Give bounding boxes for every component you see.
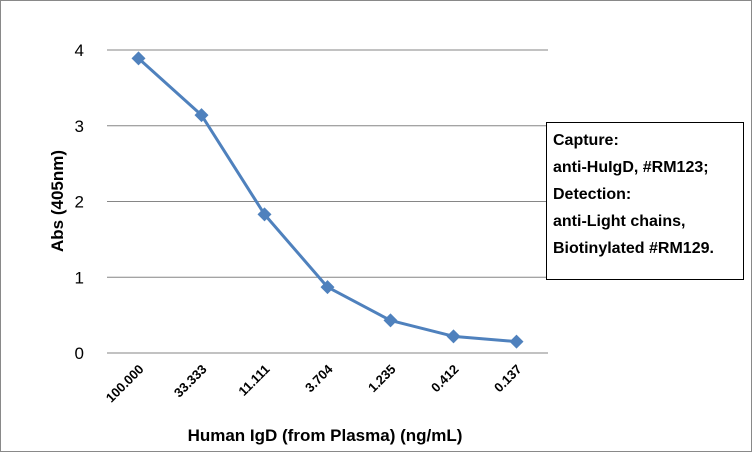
x-tick-label: 11.111 — [235, 362, 272, 399]
y-tick-label: 1 — [75, 268, 84, 287]
y-tick-label: 3 — [75, 117, 84, 136]
x-tick-label: 0.137 — [491, 362, 525, 396]
y-tick-label: 4 — [75, 41, 84, 60]
data-point-marker — [446, 329, 461, 344]
data-point-marker — [509, 334, 524, 349]
y-tick-labels: 0 1 2 3 4 — [75, 41, 84, 363]
y-tick-label: 2 — [75, 193, 84, 212]
x-tick-label: 3.704 — [302, 361, 336, 395]
x-axis-title: Human IgD (from Plasma) (ng/mL) — [188, 426, 463, 445]
data-point-marker — [257, 207, 272, 222]
annotation-line: Capture: — [553, 132, 619, 149]
annotation-box: Capture: anti-HuIgD, #RM123; Detection: … — [546, 122, 744, 280]
gridlines — [107, 49, 548, 278]
annotation-line: Biotinylated #RM129. — [553, 240, 714, 257]
series-line — [137, 57, 517, 344]
x-tick-label: 0.412 — [428, 362, 462, 396]
x-tick-label: 100.000 — [103, 362, 147, 406]
annotation-line: Detection: — [553, 186, 632, 203]
data-point-marker — [383, 313, 398, 328]
x-tick-label: 33.333 — [171, 362, 210, 401]
y-axis-title: Abs (405nm) — [48, 150, 67, 252]
data-point-marker — [131, 51, 146, 66]
data-point-marker — [320, 280, 335, 295]
annotation-line: anti-Light chains, — [553, 213, 686, 230]
y-tick-label: 0 — [75, 344, 84, 363]
annotation-line: anti-HuIgD, #RM123; — [553, 159, 709, 176]
x-tick-labels: 100.000 33.333 11.111 3.704 1.235 0.412 0.137 — [103, 361, 525, 405]
data-point-marker — [194, 108, 209, 123]
x-tick-label: 1.235 — [365, 362, 399, 396]
data-markers — [131, 51, 524, 349]
